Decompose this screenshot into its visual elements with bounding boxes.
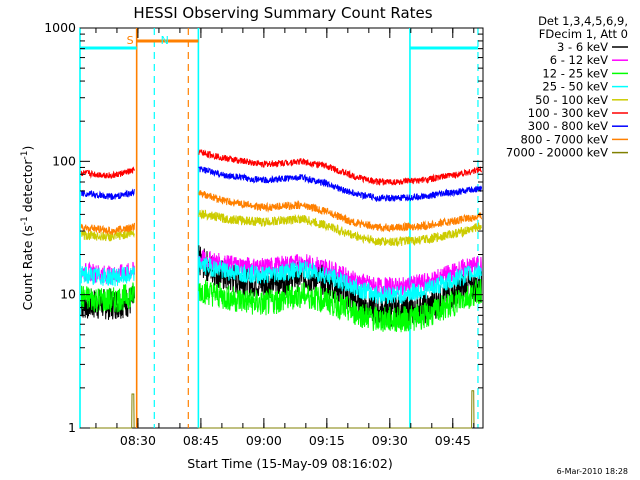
legend-header-2: FDecim 1, Att 0 (539, 27, 628, 41)
series-line (80, 256, 482, 305)
y-tick-label: 1 (68, 420, 76, 435)
series-line (80, 149, 482, 186)
legend: Det 1,3,4,5,6,9, FDecim 1, Att 0 3 - 6 k… (506, 14, 628, 160)
series-lines (80, 149, 482, 429)
series-line (80, 279, 482, 333)
y-axis-label-main: Count Rate (s (20, 225, 35, 310)
x-axis-label: Start Time (15-May-09 08:16:02) (187, 456, 392, 471)
y-axis-label-end: ) (20, 146, 35, 151)
flag-label: N (161, 34, 169, 47)
legend-entry-label: 800 - 7000 keV (520, 132, 608, 146)
legend-header-1: Det 1,3,4,5,6,9, (538, 14, 628, 28)
legend-entry-label: 6 - 12 keV (550, 53, 608, 67)
y-axis-label: Count Rate (s-1 detector-1) (20, 146, 35, 311)
x-tick-label: 09:45 (435, 433, 471, 448)
series-line (80, 390, 478, 429)
x-tick-label: 08:45 (183, 433, 219, 448)
x-tick-label: 09:30 (372, 433, 408, 448)
legend-entry-label: 300 - 800 keV (528, 119, 608, 133)
y-axis-label-sup1: -1 (20, 216, 30, 225)
y-axis-label-sup2: -1 (20, 151, 30, 160)
legend-entry-label: 25 - 50 keV (542, 80, 608, 94)
y-tick-label: 1000 (44, 20, 76, 35)
series-line (80, 166, 482, 203)
legend-entry-label: 100 - 300 keV (528, 106, 608, 120)
legend-entry-label: 7000 - 20000 keV (506, 146, 608, 160)
axes: 1 10 100 1000 08:30 08:45 09:00 09:15 09:30 09:45 (44, 20, 483, 448)
x-tick-label: 08:30 (120, 433, 156, 448)
chart-title: HESSI Observing Summary Count Rates (133, 4, 432, 22)
y-tick-label: 10 (60, 287, 76, 302)
flag-label: S (127, 34, 134, 47)
y-axis-label-mid: detector (20, 159, 35, 217)
legend-entry-label: 12 - 25 keV (542, 66, 608, 80)
plot-area (79, 27, 484, 429)
x-tick-label: 09:15 (309, 433, 345, 448)
plot-frame (79, 27, 484, 429)
legend-entry-label: 3 - 6 keV (557, 40, 608, 54)
y-tick-label: 100 (52, 153, 76, 168)
legend-entry-label: 50 - 100 keV (535, 93, 608, 107)
timestamp: 6-Mar-2010 18:28 (557, 467, 628, 476)
series-line (80, 190, 482, 236)
x-tick-label: 09:00 (246, 433, 282, 448)
